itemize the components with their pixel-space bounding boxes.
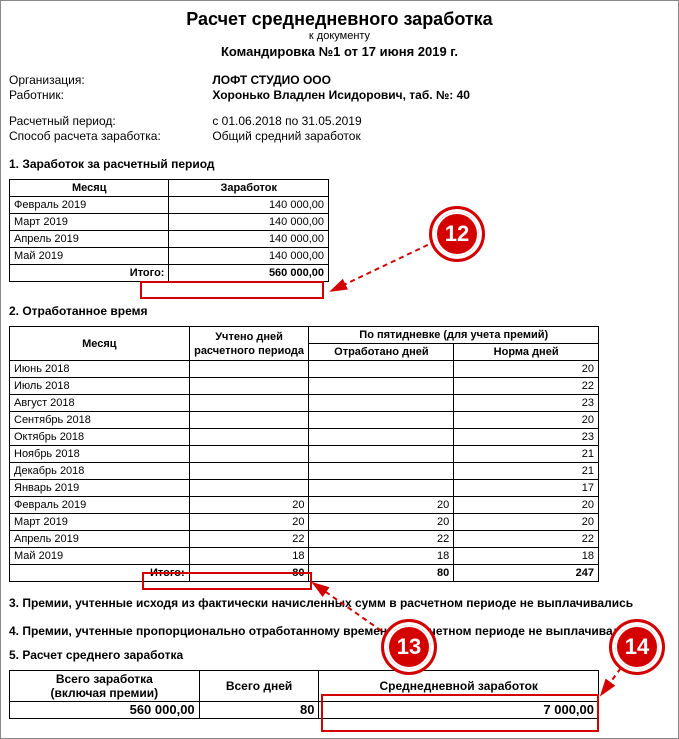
callout-13: 13 — [381, 619, 437, 675]
section5-heading: 5. Расчет среднего заработка — [9, 648, 670, 662]
meta-method: Способ расчета заработка: Общий средний … — [9, 129, 670, 143]
document-line: Командировка №1 от 17 июня 2019 г. — [9, 44, 670, 59]
table-row: Март 2019140 000,00 — [10, 214, 329, 231]
table-row: Октябрь 201823 — [10, 429, 599, 446]
section1-heading: 1. Заработок за расчетный период — [9, 157, 670, 171]
avg-row: 560 000,00 80 7 000,00 — [10, 702, 599, 719]
table-row: Май 2019181818 — [10, 548, 599, 565]
table-row: Май 2019140 000,00 — [10, 248, 329, 265]
table-row: Ноябрь 201821 — [10, 446, 599, 463]
wt-col-group: По пятидневке (для учета премий) — [309, 327, 599, 344]
meta-worker: Работник: Хоронько Владлен Исидорович, т… — [9, 88, 670, 102]
table-row: Декабрь 201821 — [10, 463, 599, 480]
avg-calc-table: Всего заработка (включая премии) Всего д… — [9, 670, 599, 719]
meta-period: Расчетный период: с 01.06.2018 по 31.05.… — [9, 114, 670, 128]
meta-worker-value: Хоронько Владлен Исидорович, таб. №: 40 — [212, 88, 470, 102]
table-row: Февраль 2019202020 — [10, 497, 599, 514]
highlight-box-1 — [140, 281, 324, 299]
table-row: Март 2019202020 — [10, 514, 599, 531]
section4-heading: 4. Премии, учтенные пропорционально отра… — [9, 624, 670, 638]
callout-14: 14 — [609, 619, 665, 675]
table-row: Апрель 2019222222 — [10, 531, 599, 548]
meta-org-value: ЛОФТ СТУДИО ООО — [212, 73, 331, 87]
table-row: Апрель 2019140 000,00 — [10, 231, 329, 248]
avg-col-total-days: Всего дней — [199, 671, 319, 702]
earnings-table: Месяц Заработок Февраль 2019140 000,00 М… — [9, 179, 329, 282]
meta-method-label: Способ расчета заработка: — [9, 129, 209, 143]
wt-col-days: Учтено дней расчетного периода — [189, 327, 309, 361]
meta-period-value: с 01.06.2018 по 31.05.2019 — [212, 114, 361, 128]
wt-col-month: Месяц — [10, 327, 190, 361]
workedtime-table: Месяц Учтено дней расчетного периода По … — [9, 326, 599, 582]
meta-method-value: Общий средний заработок — [212, 129, 360, 143]
wt-tbody: Июнь 201820Июль 201822Август 201823Сентя… — [10, 361, 599, 565]
meta-org-label: Организация: — [9, 73, 209, 87]
meta-period-label: Расчетный период: — [9, 114, 209, 128]
wt-total-row: Итого: 80 80 247 — [10, 565, 599, 582]
document-page: Расчет среднедневного заработка к докуме… — [0, 0, 679, 739]
avg-col-total-earn: Всего заработка (включая премии) — [10, 671, 200, 702]
wt-col-worked: Отработано дней — [309, 344, 454, 361]
page-subtitle: к документу — [9, 30, 670, 42]
table-row: Июль 201822 — [10, 378, 599, 395]
meta-worker-label: Работник: — [9, 88, 209, 102]
earnings-col-value: Заработок — [169, 180, 329, 197]
section3-heading: 3. Премии, учтенные исходя из фактически… — [9, 596, 670, 610]
table-row: Сентябрь 201820 — [10, 412, 599, 429]
earnings-col-month: Месяц — [10, 180, 169, 197]
page-title: Расчет среднедневного заработка — [9, 9, 670, 30]
table-row: Август 201823 — [10, 395, 599, 412]
table-row: Февраль 2019140 000,00 — [10, 197, 329, 214]
wt-col-norm: Норма дней — [454, 344, 599, 361]
meta-org: Организация: ЛОФТ СТУДИО ООО — [9, 73, 670, 87]
table-row: Июнь 201820 — [10, 361, 599, 378]
table-row: Январь 201917 — [10, 480, 599, 497]
avg-col-daily: Среднедневной заработок — [319, 671, 599, 702]
earnings-total-row: Итого: 560 000,00 — [10, 265, 329, 282]
earnings-tbody: Февраль 2019140 000,00 Март 2019140 000,… — [10, 197, 329, 282]
callout-12: 12 — [429, 206, 485, 262]
section2-heading: 2. Отработанное время — [9, 304, 670, 318]
